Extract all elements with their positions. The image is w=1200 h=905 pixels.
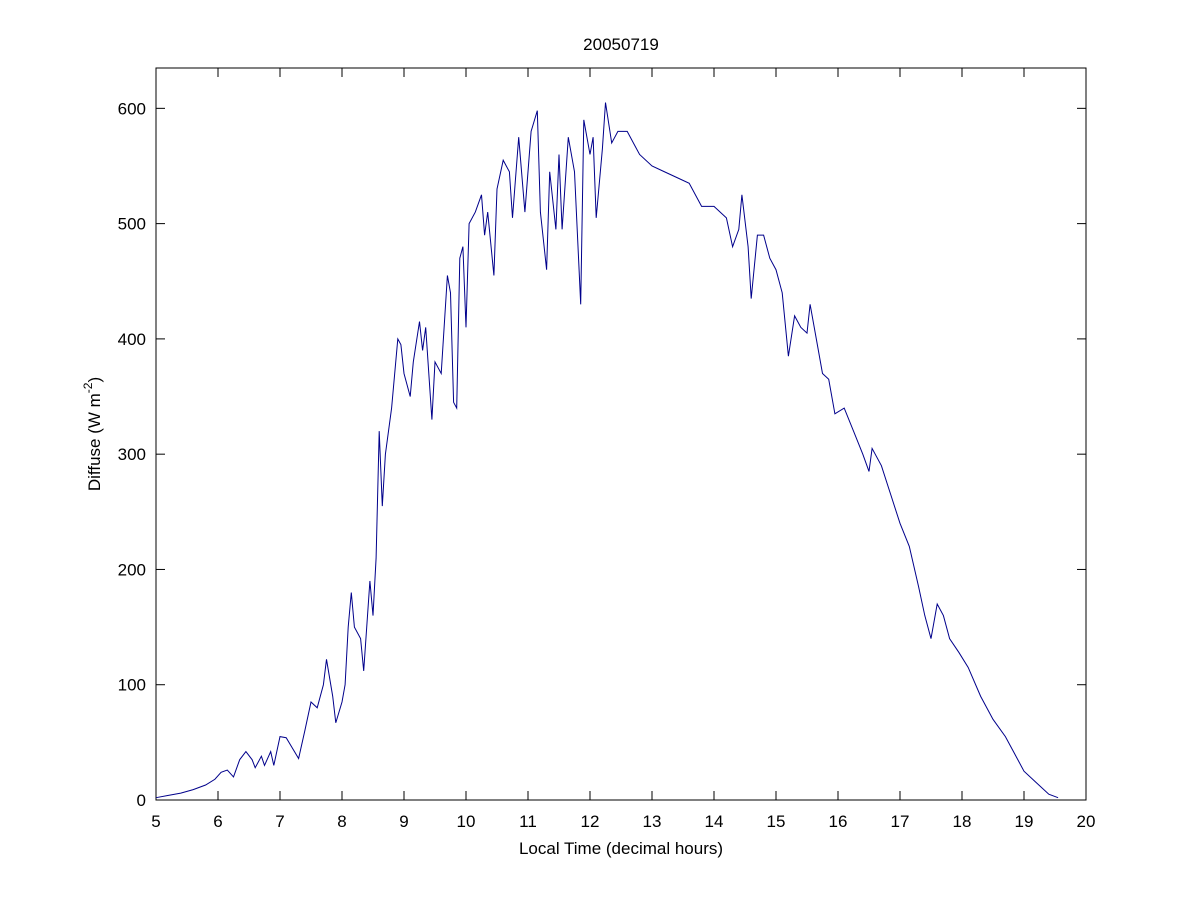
x-tick-label: 15 <box>767 812 786 831</box>
x-tick-label: 14 <box>705 812 724 831</box>
x-tick-label: 8 <box>337 812 346 831</box>
y-tick-label: 100 <box>118 676 146 695</box>
x-tick-label: 19 <box>1015 812 1034 831</box>
x-tick-label: 10 <box>457 812 476 831</box>
y-tick-label: 600 <box>118 99 146 118</box>
x-tick-label: 12 <box>581 812 600 831</box>
y-tick-label: 0 <box>137 791 146 810</box>
y-tick-label: 300 <box>118 445 146 464</box>
x-axis-label: Local Time (decimal hours) <box>519 839 723 858</box>
x-tick-label: 6 <box>213 812 222 831</box>
data-line <box>155 102 1059 799</box>
x-tick-label: 20 <box>1077 812 1096 831</box>
x-tick-label: 16 <box>829 812 848 831</box>
y-label-text: Diffuse (W m <box>85 393 104 491</box>
y-label-text-end: ) <box>85 377 104 383</box>
x-tick-label: 17 <box>891 812 910 831</box>
chart-title: 20050719 <box>583 35 659 54</box>
x-tick-label: 9 <box>399 812 408 831</box>
x-tick-label: 7 <box>275 812 284 831</box>
x-tick-label: 18 <box>953 812 972 831</box>
y-label-superscript: -2 <box>81 382 95 393</box>
y-tick-label: 400 <box>118 330 146 349</box>
y-axis-label: Diffuse (W m-2) <box>81 377 104 491</box>
plot-frame <box>155 67 1087 801</box>
y-tick-label: 500 <box>118 215 146 234</box>
y-tick-label: 200 <box>118 560 146 579</box>
x-tick-label: 13 <box>643 812 662 831</box>
x-tick-label: 5 <box>151 812 160 831</box>
x-tick-label: 11 <box>519 812 537 831</box>
